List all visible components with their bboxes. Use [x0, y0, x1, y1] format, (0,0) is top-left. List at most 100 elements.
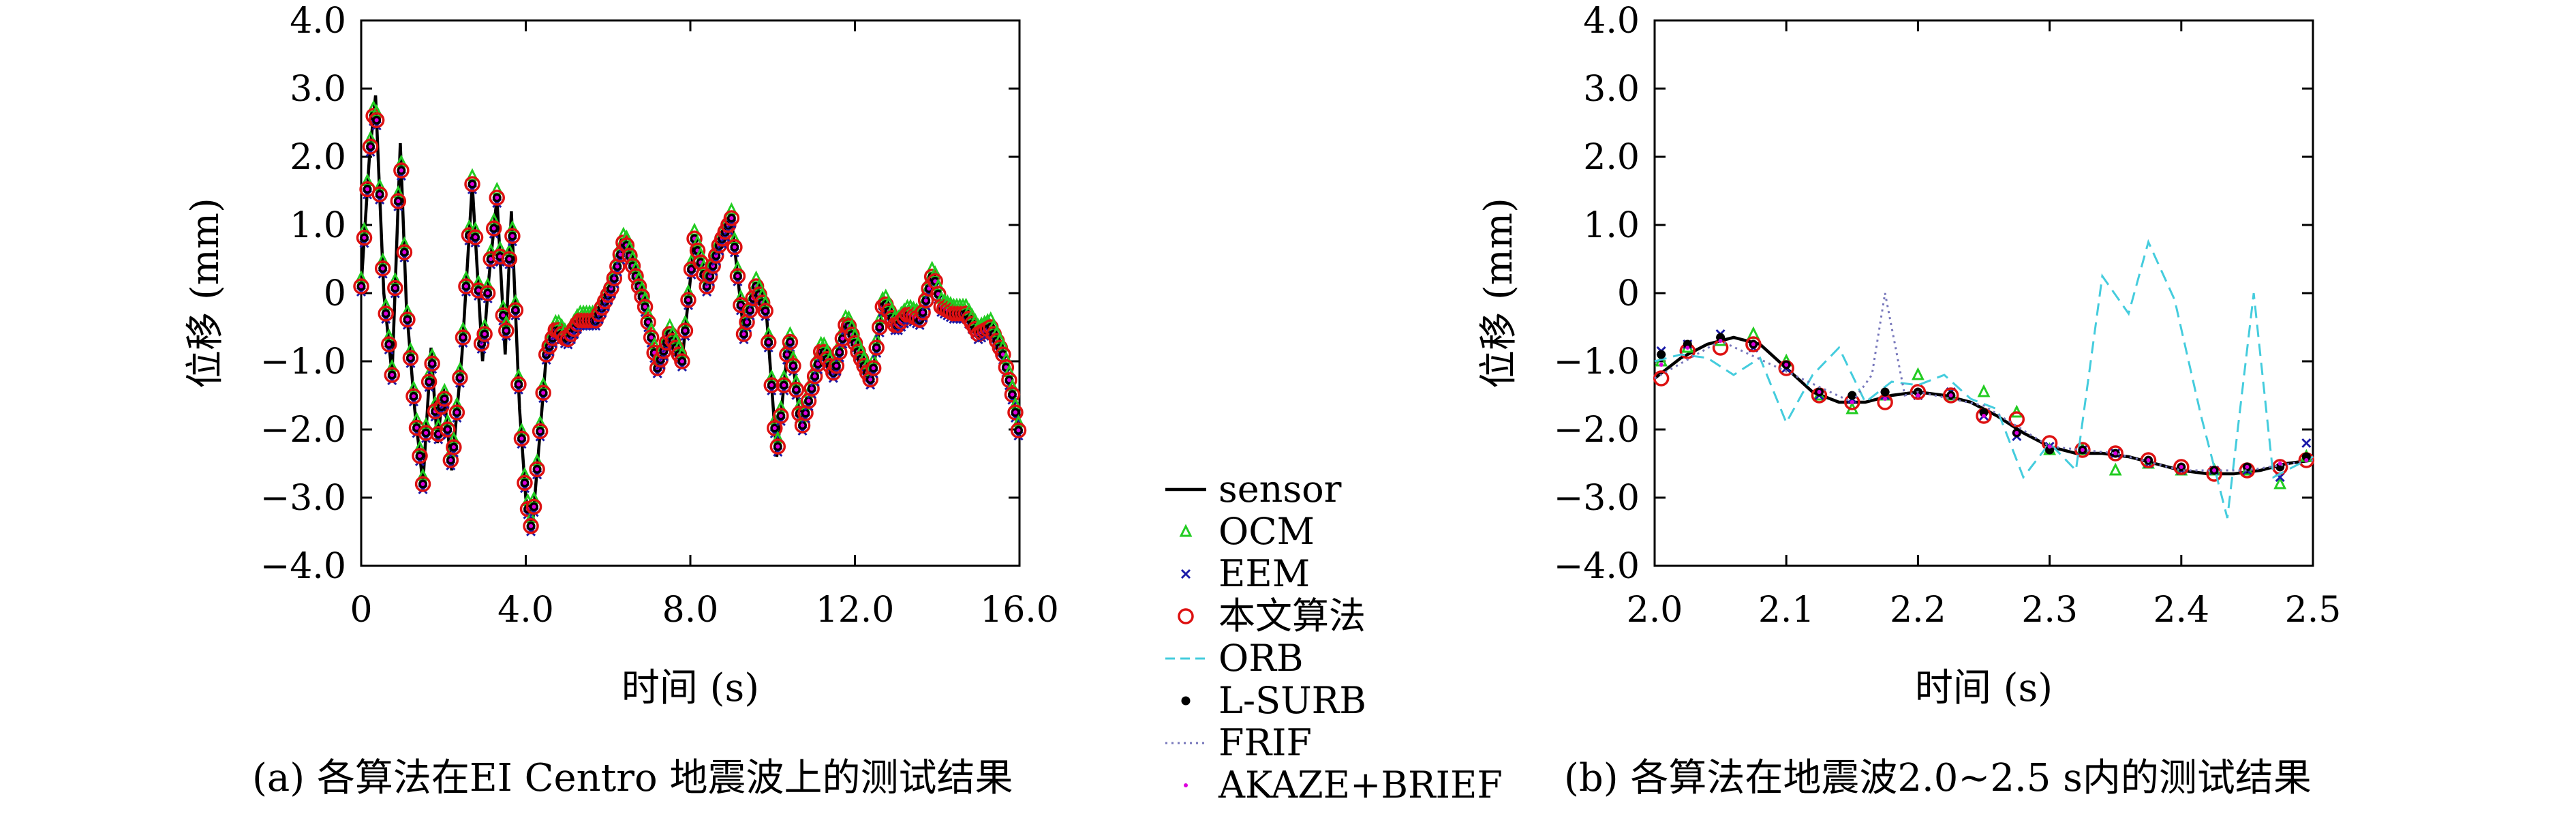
point-AKAZE+BRIEF	[399, 168, 403, 172]
point-AKAZE+BRIEF	[463, 284, 468, 288]
point-AKAZE+BRIEF	[871, 366, 876, 370]
point-OCM	[2273, 476, 2287, 489]
point-本文算法	[517, 474, 533, 492]
point-AKAZE+BRIEF	[402, 250, 407, 254]
point-AKAZE+BRIEF	[1784, 363, 1789, 367]
point-AKAZE+BRIEF	[679, 359, 684, 363]
legend-label: sensor	[1218, 468, 1342, 511]
y-tick-label: −4.0	[260, 546, 346, 587]
point-本文算法	[535, 384, 551, 401]
point-本文算法	[529, 461, 545, 478]
point-AKAZE+BRIEF	[1718, 339, 1723, 343]
point-AKAZE+BRIEF	[507, 257, 512, 261]
point-AKAZE+BRIEF	[2080, 448, 2085, 452]
point-AKAZE+BRIEF	[393, 286, 397, 290]
y-tick-label: −3.0	[1554, 478, 1640, 519]
x-tick-label: 0	[350, 590, 372, 631]
point-本文算法	[507, 302, 524, 318]
point-AKAZE+BRIEF	[729, 216, 734, 220]
point-本文算法	[420, 374, 438, 390]
y-tick-label: 2.0	[290, 137, 346, 178]
point-AKAZE+BRIEF	[689, 267, 694, 271]
point-本文算法	[498, 322, 515, 339]
y-tick-label: 0	[324, 273, 346, 314]
y-tick-label: −1.0	[1554, 342, 1640, 382]
point-AKAZE+BRIEF	[461, 335, 465, 339]
point-本文算法	[414, 476, 431, 492]
point-本文算法	[2107, 445, 2123, 462]
series-line-FRIF	[1654, 292, 2314, 472]
point-AKAZE+BRIEF	[1883, 397, 1888, 401]
point-AKAZE+BRIEF	[1013, 410, 1017, 414]
point-AKAZE+BRIEF	[2047, 444, 2052, 449]
point-AKAZE+BRIEF	[927, 286, 932, 291]
legend-label: L-SURB	[1218, 679, 1366, 722]
point-AKAZE+BRIEF	[384, 312, 388, 316]
x-tick-label: 2.0	[1627, 590, 1683, 631]
legend-item: 本文算法	[1178, 594, 1366, 637]
point-AKAZE+BRIEF	[800, 423, 805, 427]
point-本文算法	[674, 353, 690, 369]
point-AKAZE+BRIEF	[772, 426, 777, 430]
point-AKAZE+BRIEF	[683, 329, 688, 333]
point-L-SURB	[1657, 350, 1666, 359]
point-AKAZE+BRIEF	[1850, 400, 1854, 404]
point-本文算法	[405, 388, 422, 404]
point-本文算法	[523, 517, 539, 534]
point-本文算法	[446, 439, 462, 455]
point-本文算法	[1007, 404, 1024, 421]
point-AKAZE+BRIEF	[735, 274, 740, 278]
point-AKAZE+BRIEF	[470, 182, 475, 186]
x-axis-label: 时间 (s)	[622, 666, 759, 710]
point-L-SURB	[1979, 408, 1989, 417]
point-本文算法	[785, 357, 801, 374]
point-本文算法	[356, 230, 373, 246]
point-本文算法	[723, 210, 740, 226]
point-本文算法	[362, 138, 379, 155]
point-AKAZE+BRIEF	[532, 504, 536, 509]
legend-item: EEM	[1180, 552, 1310, 595]
method-markers	[353, 100, 1027, 537]
point-本文算法	[381, 336, 397, 352]
y-tick-label: −2.0	[260, 410, 346, 451]
point-L-SURB	[1683, 339, 1692, 349]
legend-swatch	[1180, 569, 1191, 579]
point-AKAZE+BRIEF	[519, 436, 524, 441]
legend-label: 本文算法	[1218, 594, 1366, 637]
point-AKAZE+BRIEF	[489, 257, 493, 261]
legend-item: FRIF	[1165, 721, 1312, 764]
point-AKAZE+BRIEF	[368, 145, 373, 149]
point-AKAZE+BRIEF	[803, 411, 808, 415]
point-AKAZE+BRIEF	[1007, 378, 1011, 382]
point-本文算法	[1653, 370, 1670, 387]
point-AKAZE+BRIEF	[414, 425, 419, 430]
point-本文算法	[782, 333, 799, 350]
point-AKAZE+BRIEF	[451, 445, 456, 449]
point-本文算法	[1745, 336, 1762, 352]
point-AKAZE+BRIEF	[615, 264, 619, 269]
x-tick-label: 12.0	[816, 590, 895, 631]
point-L-SURB	[1716, 333, 1726, 342]
legend-label: ORB	[1218, 637, 1304, 680]
point-本文算法	[1010, 422, 1027, 438]
point-AKAZE+BRIEF	[868, 377, 873, 382]
point-AKAZE+BRIEF	[445, 427, 450, 432]
point-本文算法	[467, 229, 484, 245]
point-本文算法	[501, 251, 518, 267]
point-AKAZE+BRIEF	[745, 320, 750, 324]
point-本文算法	[424, 355, 440, 372]
point-AKAZE+BRIEF	[1982, 414, 1986, 418]
point-AKAZE+BRIEF	[380, 266, 385, 271]
y-tick-label: 4.0	[290, 1, 346, 42]
point-AKAZE+BRIEF	[386, 342, 391, 346]
point-AKAZE+BRIEF	[513, 308, 518, 312]
point-AKAZE+BRIEF	[782, 383, 786, 387]
point-AKAZE+BRIEF	[362, 235, 367, 240]
point-AKAZE+BRIEF	[877, 325, 882, 329]
y-tick-label: 3.0	[1583, 69, 1640, 110]
point-本文算法	[440, 421, 456, 438]
point-本文算法	[455, 329, 472, 346]
point-AKAZE+BRIEF	[2113, 451, 2118, 455]
y-tick-label: −3.0	[260, 478, 346, 519]
